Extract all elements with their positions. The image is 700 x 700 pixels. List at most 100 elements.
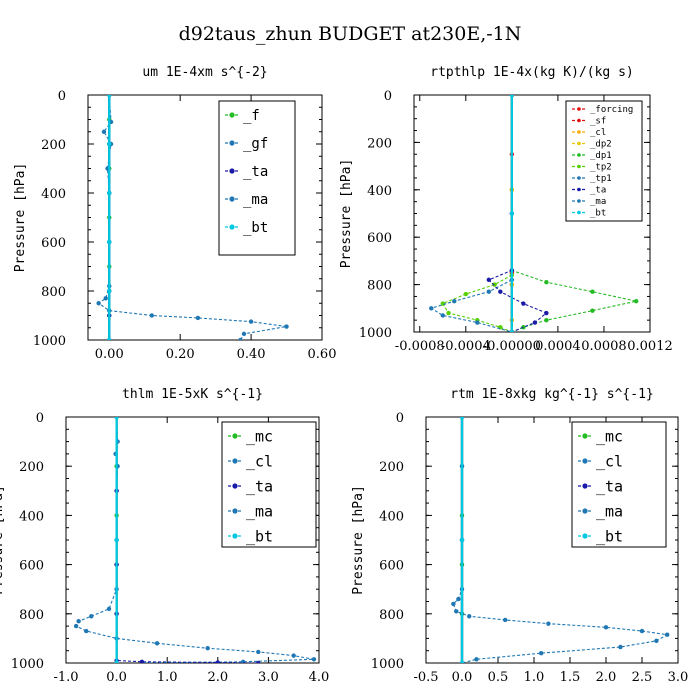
x-tick-label: 0.5 xyxy=(488,670,509,685)
legend-label: _sf xyxy=(590,117,606,127)
legend-label: _tp1 xyxy=(590,174,612,184)
data-point xyxy=(509,95,515,98)
data-point xyxy=(467,614,472,619)
data-point xyxy=(498,289,503,294)
data-point xyxy=(440,313,445,318)
legend-marker xyxy=(229,140,235,146)
x-tick-label: 0.0 xyxy=(452,670,473,685)
data-point xyxy=(509,211,515,216)
data-point xyxy=(544,317,549,323)
legend-label: _tp2 xyxy=(590,163,612,173)
legend-marker xyxy=(577,153,581,157)
legend: _f _gf _ta _ma _bt xyxy=(218,100,296,256)
data-point xyxy=(492,282,497,287)
y-tick-label: 800 xyxy=(367,279,392,294)
data-point xyxy=(106,606,112,612)
y-tick-label: 1000 xyxy=(359,326,392,341)
x-tick-label: 0.0008 xyxy=(581,339,627,354)
legend-marker xyxy=(582,458,588,464)
data-point xyxy=(107,239,112,245)
y-tick-label: 400 xyxy=(41,187,66,202)
legend-label: _ma xyxy=(246,502,273,520)
legend-label: _cl xyxy=(246,452,273,470)
y-tick-label: 1000 xyxy=(33,334,66,349)
x-tick-label: 1.5 xyxy=(560,670,581,685)
legend-marker xyxy=(232,508,238,514)
data-point xyxy=(215,660,220,663)
series-line-tp2 xyxy=(441,95,513,332)
data-point xyxy=(84,628,89,634)
y-tick-label: 800 xyxy=(19,608,44,623)
x-tick-label: -0.5 xyxy=(413,670,438,685)
data-point xyxy=(107,190,112,196)
y-tick-label: 800 xyxy=(379,608,404,623)
chart-panel-2: rtpthlp 1E-4x(kg K)/(kg s) Pressure [hPa]… xyxy=(339,65,673,354)
data-point xyxy=(521,325,526,330)
y-tick-label: 400 xyxy=(367,184,392,199)
data-point xyxy=(429,306,434,311)
data-point xyxy=(446,310,451,316)
legend: _mc _cl _ta _ma _bt xyxy=(221,421,317,548)
legend-marker xyxy=(232,433,238,439)
data-point xyxy=(107,95,112,98)
legend-label: _cl xyxy=(590,128,606,138)
y-tick-label: 600 xyxy=(379,559,404,574)
data-point xyxy=(452,298,457,304)
legend-marker xyxy=(232,483,238,489)
legend-marker xyxy=(232,458,238,464)
x-tick-label: -1.0 xyxy=(53,670,78,685)
y-tick-label: 400 xyxy=(19,509,44,524)
data-point xyxy=(195,315,201,321)
legend-box xyxy=(221,421,317,548)
legend-label: _dp2 xyxy=(590,140,612,150)
x-tick-label: -0.00000 xyxy=(483,339,541,354)
legend-marker xyxy=(229,168,235,174)
data-point xyxy=(456,596,461,602)
y-tick-label: 200 xyxy=(367,136,392,151)
data-point xyxy=(73,623,79,629)
legend-marker xyxy=(577,130,581,134)
data-point xyxy=(103,296,108,301)
legend-marker xyxy=(577,107,581,111)
legend-label: _bt xyxy=(590,209,606,219)
legend-label: _bt xyxy=(246,527,273,545)
data-point xyxy=(633,298,639,304)
legend-marker xyxy=(577,210,581,215)
y-tick-label: 400 xyxy=(379,509,404,524)
data-point xyxy=(474,657,479,662)
legend-marker xyxy=(577,141,581,146)
data-point xyxy=(291,653,296,658)
legend-marker xyxy=(232,533,238,539)
y-tick-label: 200 xyxy=(41,138,66,153)
data-point xyxy=(544,280,549,285)
x-tick-label: -0.0004 xyxy=(441,339,491,354)
data-point xyxy=(665,632,670,637)
y-tick-label: 200 xyxy=(19,460,44,475)
legend: _forcing _sf_cl _dp2_dp1 _tp2_tp1 _ta_ma _bt xyxy=(565,100,643,222)
data-point xyxy=(107,288,112,294)
x-tick-label: 0.60 xyxy=(308,347,337,362)
x-tick-label: 0.00 xyxy=(95,347,124,362)
data-point xyxy=(463,291,469,297)
x-tick-label: 2.0 xyxy=(596,670,617,685)
legend-label: _ma xyxy=(590,197,606,207)
data-point xyxy=(590,308,595,313)
y-axis-label: Pressure [hPa] xyxy=(339,159,354,269)
legend-marker xyxy=(577,176,581,180)
data-point xyxy=(240,659,246,663)
data-point xyxy=(76,618,81,624)
legend-label: _mc xyxy=(246,427,273,445)
series-group xyxy=(73,417,317,663)
panel-title: um 1E-4xm s^{-2} xyxy=(142,65,267,80)
y-tick-label: 0 xyxy=(36,411,44,426)
x-tick-label: 0.0 xyxy=(106,670,127,685)
chart-panel-3: thlm 1E-5xK s^{-1} Pressure [hPa] 0 200 400 6… xyxy=(0,387,329,685)
data-point xyxy=(654,638,659,644)
legend-label: _ma xyxy=(596,502,623,520)
x-tick-label: 2.5 xyxy=(632,670,653,685)
data-point xyxy=(486,289,492,294)
legend-marker xyxy=(582,483,588,489)
data-point xyxy=(238,337,243,340)
chart-panel-4: rtm 1E-8xkg kg^{-1} s^{-1} Pressure [hPa]… xyxy=(351,387,688,685)
data-point xyxy=(544,310,549,316)
